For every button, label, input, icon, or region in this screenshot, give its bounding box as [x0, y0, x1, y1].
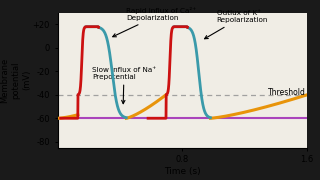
Text: Outlux of K⁺
Repolarization: Outlux of K⁺ Repolarization	[204, 10, 268, 39]
Text: Rapid influx of Ca²⁺
Depolarization: Rapid influx of Ca²⁺ Depolarization	[113, 7, 196, 37]
Y-axis label: Membrane
potential
(mV): Membrane potential (mV)	[0, 57, 31, 103]
Text: Slow influx of Na⁺
Prepotential: Slow influx of Na⁺ Prepotential	[92, 67, 156, 104]
Text: Threshold: Threshold	[268, 88, 306, 97]
X-axis label: Time (s): Time (s)	[164, 167, 201, 176]
